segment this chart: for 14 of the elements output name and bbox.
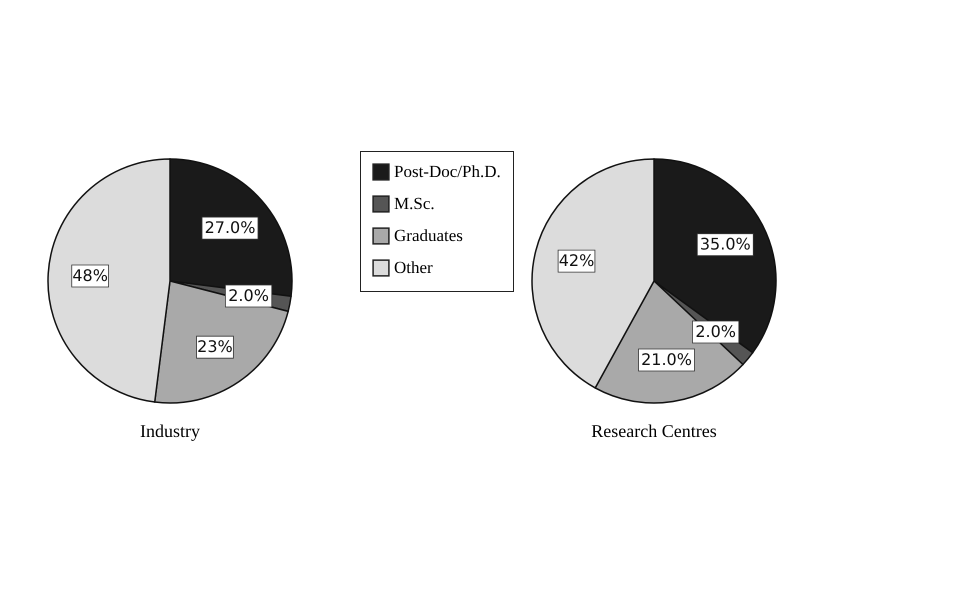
text: Research Centres [591,421,717,441]
data-label: 27.0% [204,218,256,238]
text: Industry [140,421,200,441]
data-label: 2.0% [695,322,736,341]
data-label: 2.0% [228,286,269,305]
legend-label: M.Sc. [394,194,435,213]
data-label: 21.0% [641,350,692,370]
legend-label: Other [394,258,434,277]
legend-label: Graduates [394,226,463,245]
data-label: 48% [72,266,108,285]
legend-label: Post-Doc/Ph.D. [394,162,501,181]
data-label: 23% [197,337,233,356]
data-label: 42% [558,251,594,270]
data-label: 35.0% [700,234,751,254]
